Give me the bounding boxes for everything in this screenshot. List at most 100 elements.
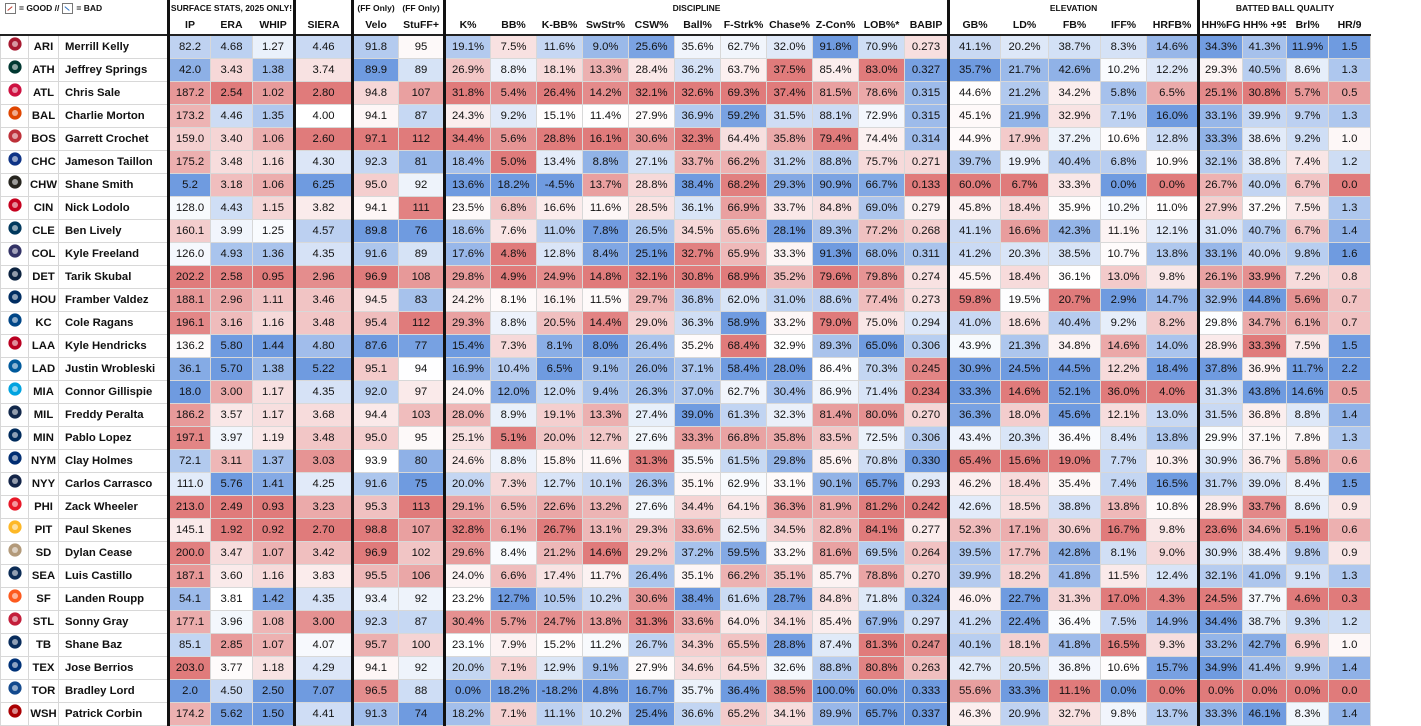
stat-cell-k-bb: 26.7% [536,518,584,542]
stat-cell-velo: 91.3 [351,702,400,726]
stat-cell-k-bb: 11.1% [536,702,584,726]
table-row[interactable]: CLE Ben Lively 160.1 3.99 1.25 4.57 89.8 76 18.6… [0,219,1372,243]
stat-cell-velo: 94.5 [351,288,400,312]
stat-cell-z-con: 87.4% [812,633,860,657]
table-row[interactable]: BOS Garrett Crochet 159.0 3.40 1.06 2.60 97.1 1… [0,127,1372,151]
table-row[interactable]: PHI Zack Wheeler 213.0 2.49 0.93 3.23 95.3 113 2… [0,495,1372,519]
pitcher-name-cell: Charlie Morton [57,104,170,128]
col-header-fb[interactable]: FB% [1048,15,1102,36]
table-row[interactable]: CIN Nick Lodolo 128.0 4.43 1.15 3.82 94.1 111 23… [0,196,1372,220]
stat-cell-era: 2.49 [210,495,254,519]
col-header-hh-fg[interactable]: HH%FG [1197,15,1244,36]
stat-cell-gb: 30.9% [947,357,1002,381]
group-header-row: = GOOD // = BAD SURFACE STATS, 2025 ONLY… [0,0,1372,16]
stat-cell-babip: 0.242 [904,495,950,519]
col-header-ld[interactable]: LD% [1000,15,1050,36]
col-header-gb[interactable]: GB% [947,15,1002,36]
col-header-chase[interactable]: Chase% [766,15,814,36]
col-header-brl[interactable]: Brl% [1286,15,1330,36]
table-row[interactable]: ATL Chris Sale 187.2 2.54 1.02 2.80 94.8 107 31.… [0,81,1372,105]
col-header-babip[interactable]: BABIP [904,15,950,36]
col-header-era[interactable]: ERA [210,15,254,36]
col-header-bb[interactable]: BB% [490,15,538,36]
table-row[interactable]: NYY Carlos Carrasco 111.0 5.76 1.41 4.25 91.6 7… [0,472,1372,496]
table-row[interactable]: LAA Kyle Hendricks 136.2 5.80 1.44 4.80 87.6 77… [0,334,1372,358]
col-header-lob[interactable]: LOB%* [858,15,906,36]
table-row[interactable]: HOU Framber Valdez 188.1 2.96 1.11 3.46 94.5 83… [0,288,1372,312]
table-row[interactable]: MIN Pablo Lopez 197.1 3.97 1.19 3.48 95.0 95 25.… [0,426,1372,450]
table-row[interactable]: WSH Patrick Corbin 174.2 5.62 1.50 4.41 91.3 74… [0,702,1372,726]
stat-cell-k: 24.6% [443,449,492,473]
col-header-hh-95[interactable]: HH% +95 [1242,15,1288,36]
table-row[interactable]: CHW Shane Smith 5.2 3.18 1.06 6.25 95.0 92 13.6%… [0,173,1372,197]
table-row[interactable]: STL Sonny Gray 177.1 3.96 1.08 3.00 92.3 87 30.4… [0,610,1372,634]
col-header-k[interactable]: K% [443,15,492,36]
col-header-swstr[interactable]: SwStr% [582,15,630,36]
col-header-stuff[interactable]: StuFF+ [398,15,446,36]
stat-cell-ball: 35.5% [674,449,722,473]
stat-cell-ld: 15.6% [1000,449,1050,473]
stat-cell-babip: 0.247 [904,633,950,657]
col-header-k-bb[interactable]: K-BB% [536,15,584,36]
stat-cell-whip: 1.35 [252,104,296,128]
stat-cell-chase: 32.6% [766,656,814,680]
table-row[interactable]: TEX Jose Berrios 203.0 3.77 1.18 4.29 94.1 92 20… [0,656,1372,680]
col-header-siera[interactable]: SIERA [293,15,354,36]
stat-cell-swstr: 11.7% [582,564,630,588]
col-header-ip[interactable]: IP [167,15,212,36]
pitcher-name-cell: Kyle Freeland [57,242,170,266]
stat-cell-hrfb: 9.0% [1146,541,1200,565]
stat-cell-hrfb: 9.8% [1146,518,1200,542]
table-row[interactable]: DET Tarik Skubal 202.2 2.58 0.95 2.96 96.9 108 2… [0,265,1372,289]
table-row[interactable]: NYM Clay Holmes 72.1 3.11 1.37 3.03 93.9 80 24.6… [0,449,1372,473]
col-header-csw[interactable]: CSW% [628,15,676,36]
table-row[interactable]: ARI Merrill Kelly 82.2 4.68 1.27 4.46 91.8 95 19… [0,34,1372,59]
stat-cell-velo: 96.5 [351,679,400,703]
table-row[interactable]: ATH Jeffrey Springs 42.0 3.43 1.38 3.74 89.9 89… [0,58,1372,82]
stat-cell-siera: 4.35 [293,380,354,404]
stat-cell-ld: 17.9% [1000,127,1050,151]
stat-cell-f-strk: 65.5% [720,633,768,657]
table-row[interactable]: LAD Justin Wrobleski 36.1 5.70 1.38 5.22 95.1 9… [0,357,1372,381]
col-header-z-con[interactable]: Z-Con% [812,15,860,36]
col-header-iff[interactable]: IFF% [1100,15,1148,36]
stat-cell-babip: 0.270 [904,564,950,588]
stat-cell-lob: 70.9% [858,34,906,59]
rays-logo-icon [0,633,29,657]
stat-cell-bb: 5.1% [490,426,538,450]
stat-cell-ball: 35.7% [674,679,722,703]
table-row[interactable]: SEA Luis Castillo 187.1 3.60 1.16 3.83 95.5 106… [0,564,1372,588]
table-row[interactable]: TOR Bradley Lord 2.0 4.50 2.50 7.07 96.5 88 0.0%… [0,679,1372,703]
stat-cell-ld: 18.5% [1000,495,1050,519]
stat-cell-fb: 36.8% [1048,656,1102,680]
stat-cell-whip: 2.50 [252,679,296,703]
stat-cell-f-strk: 36.4% [720,679,768,703]
col-header-hr-9[interactable]: HR/9 [1328,15,1372,36]
stat-cell-iff: 10.7% [1100,242,1148,266]
col-header-whip[interactable]: WHIP [252,15,296,36]
col-header-velo[interactable]: Velo [351,15,400,36]
stat-cell-lob: 81.3% [858,633,906,657]
stat-cell-velo: 98.8 [351,518,400,542]
col-header-ball[interactable]: Ball% [674,15,722,36]
stat-cell-whip: 1.07 [252,541,296,565]
table-row[interactable]: KC Cole Ragans 196.1 3.16 1.16 3.48 95.4 112 29.… [0,311,1372,335]
team-abbr-cell: KC [28,311,59,335]
col-header-f-strk[interactable]: F-Strk% [720,15,768,36]
table-row[interactable]: MIL Freddy Peralta 186.2 3.57 1.17 3.68 94.4 10… [0,403,1372,427]
stat-cell-chase: 33.2% [766,311,814,335]
stat-cell-stuff: 76 [398,219,446,243]
table-row[interactable]: PIT Paul Skenes 145.1 1.92 0.92 2.70 98.8 107 32… [0,518,1372,542]
table-row[interactable]: COL Kyle Freeland 126.0 4.93 1.36 4.35 91.6 89 1… [0,242,1372,266]
table-row[interactable]: CHC Jameson Taillon 175.2 3.48 1.16 4.30 92.3 8… [0,150,1372,174]
col-header-hrfb[interactable]: HRFB% [1146,15,1200,36]
table-row[interactable]: TB Shane Baz 85.1 2.85 1.07 4.07 95.7 100 23.1% 7… [0,633,1372,657]
stat-cell-hh-fg: 30.9% [1197,541,1244,565]
table-row[interactable]: SF Landen Roupp 54.1 3.81 1.42 4.35 93.4 92 23.2… [0,587,1372,611]
stat-cell-swstr: 11.6% [582,196,630,220]
table-row[interactable]: SD Dylan Cease 200.0 3.47 1.07 3.42 96.9 102 29.… [0,541,1372,565]
stat-cell-iff: 10.6% [1100,127,1148,151]
table-row[interactable]: MIA Connor Gillispie 18.0 3.00 1.17 4.35 92.0 9… [0,380,1372,404]
stat-cell-hrfb: 10.8% [1146,495,1200,519]
table-row[interactable]: BAL Charlie Morton 173.2 4.46 1.35 4.00 94.1 87… [0,104,1372,128]
